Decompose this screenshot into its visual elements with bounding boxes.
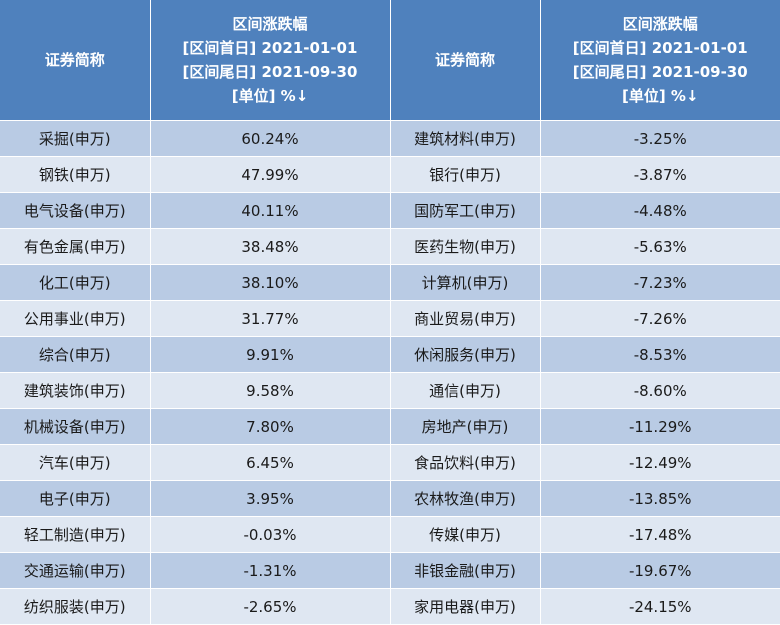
- right-name-cell: 家用电器(申万): [390, 588, 541, 624]
- right-value-cell: -4.48%: [540, 192, 780, 229]
- right-value-cell: -3.87%: [540, 156, 780, 193]
- left-value-cell: 38.48%: [150, 228, 391, 265]
- left-name-cell: 机械设备(申万): [0, 408, 151, 445]
- right-name-cell: 农林牧渔(申万): [390, 480, 541, 517]
- right-value-cell: -3.25%: [540, 120, 780, 157]
- left-name-cell: 电气设备(申万): [0, 192, 151, 229]
- left-value-cell: 40.11%: [150, 192, 391, 229]
- header-name-left: 证券简称: [0, 0, 151, 121]
- left-name-cell: 交通运输(申万): [0, 552, 151, 589]
- left-value-cell: 6.45%: [150, 444, 391, 481]
- header-unit: [单位] %↓: [621, 87, 699, 105]
- right-name-cell: 传媒(申万): [390, 516, 541, 553]
- header-unit: [单位] %↓: [231, 87, 309, 105]
- header-start-date: [区间首日] 2021-01-01: [182, 39, 358, 57]
- table-row: 公用事业(申万) 31.77% 商业贸易(申万) -7.26%: [0, 300, 780, 337]
- left-name-cell: 纺织服装(申万): [0, 588, 151, 624]
- table-row: 综合(申万) 9.91% 休闲服务(申万) -8.53%: [0, 336, 780, 373]
- right-value-cell: -17.48%: [540, 516, 780, 553]
- right-value-cell: -5.63%: [540, 228, 780, 265]
- table-row: 汽车(申万) 6.45% 食品饮料(申万) -12.49%: [0, 444, 780, 481]
- table-row: 采掘(申万) 60.24% 建筑材料(申万) -3.25%: [0, 120, 780, 157]
- right-value-cell: -8.60%: [540, 372, 780, 409]
- left-name-cell: 综合(申万): [0, 336, 151, 373]
- right-name-cell: 通信(申万): [390, 372, 541, 409]
- right-value-cell: -8.53%: [540, 336, 780, 373]
- right-name-cell: 食品饮料(申万): [390, 444, 541, 481]
- header-title: 区间涨跌幅: [232, 15, 308, 33]
- header-title: 区间涨跌幅: [622, 15, 698, 33]
- left-value-cell: -2.65%: [150, 588, 391, 624]
- right-value-cell: -12.49%: [540, 444, 780, 481]
- right-value-cell: -7.26%: [540, 300, 780, 337]
- right-name-cell: 计算机(申万): [390, 264, 541, 301]
- right-name-cell: 非银金融(申万): [390, 552, 541, 589]
- header-end-date: [区间尾日] 2021-09-30: [182, 63, 358, 81]
- left-name-cell: 汽车(申万): [0, 444, 151, 481]
- right-name-cell: 银行(申万): [390, 156, 541, 193]
- right-name-cell: 房地产(申万): [390, 408, 541, 445]
- left-name-cell: 有色金属(申万): [0, 228, 151, 265]
- left-value-cell: 9.58%: [150, 372, 391, 409]
- left-name-cell: 建筑装饰(申万): [0, 372, 151, 409]
- right-value-cell: -13.85%: [540, 480, 780, 517]
- left-value-cell: 60.24%: [150, 120, 391, 157]
- header-end-date: [区间尾日] 2021-09-30: [572, 63, 748, 81]
- table-row: 轻工制造(申万) -0.03% 传媒(申万) -17.48%: [0, 516, 780, 553]
- left-name-cell: 公用事业(申万): [0, 300, 151, 337]
- right-value-cell: -19.67%: [540, 552, 780, 589]
- header-change-right: 区间涨跌幅 [区间首日] 2021-01-01 [区间尾日] 2021-09-3…: [540, 0, 780, 121]
- left-name-cell: 轻工制造(申万): [0, 516, 151, 553]
- right-name-cell: 医药生物(申万): [390, 228, 541, 265]
- table-body: 采掘(申万) 60.24% 建筑材料(申万) -3.25% 钢铁(申万) 47.…: [0, 120, 780, 624]
- right-name-cell: 休闲服务(申万): [390, 336, 541, 373]
- table-row: 有色金属(申万) 38.48% 医药生物(申万) -5.63%: [0, 228, 780, 265]
- right-name-cell: 建筑材料(申万): [390, 120, 541, 157]
- left-name-cell: 采掘(申万): [0, 120, 151, 157]
- left-value-cell: -1.31%: [150, 552, 391, 589]
- left-value-cell: 3.95%: [150, 480, 391, 517]
- right-value-cell: -7.23%: [540, 264, 780, 301]
- left-value-cell: -0.03%: [150, 516, 391, 553]
- left-name-cell: 钢铁(申万): [0, 156, 151, 193]
- header-start-date: [区间首日] 2021-01-01: [572, 39, 748, 57]
- left-name-cell: 电子(申万): [0, 480, 151, 517]
- left-value-cell: 38.10%: [150, 264, 391, 301]
- table-row: 电气设备(申万) 40.11% 国防军工(申万) -4.48%: [0, 192, 780, 229]
- table-row: 机械设备(申万) 7.80% 房地产(申万) -11.29%: [0, 408, 780, 445]
- right-name-cell: 国防军工(申万): [390, 192, 541, 229]
- header-name-right: 证券简称: [390, 0, 541, 121]
- right-value-cell: -24.15%: [540, 588, 780, 624]
- table-row: 交通运输(申万) -1.31% 非银金融(申万) -19.67%: [0, 552, 780, 589]
- header-change-left: 区间涨跌幅 [区间首日] 2021-01-01 [区间尾日] 2021-09-3…: [150, 0, 391, 121]
- table-row: 纺织服装(申万) -2.65% 家用电器(申万) -24.15%: [0, 588, 780, 624]
- table-row: 化工(申万) 38.10% 计算机(申万) -7.23%: [0, 264, 780, 301]
- table-row: 电子(申万) 3.95% 农林牧渔(申万) -13.85%: [0, 480, 780, 517]
- left-value-cell: 7.80%: [150, 408, 391, 445]
- table-row: 建筑装饰(申万) 9.58% 通信(申万) -8.60%: [0, 372, 780, 409]
- table-row: 钢铁(申万) 47.99% 银行(申万) -3.87%: [0, 156, 780, 193]
- left-value-cell: 31.77%: [150, 300, 391, 337]
- right-name-cell: 商业贸易(申万): [390, 300, 541, 337]
- left-name-cell: 化工(申万): [0, 264, 151, 301]
- table-header: 证券简称 区间涨跌幅 [区间首日] 2021-01-01 [区间尾日] 2021…: [0, 0, 780, 121]
- right-value-cell: -11.29%: [540, 408, 780, 445]
- left-value-cell: 47.99%: [150, 156, 391, 193]
- header-row: 证券简称 区间涨跌幅 [区间首日] 2021-01-01 [区间尾日] 2021…: [0, 0, 780, 121]
- left-value-cell: 9.91%: [150, 336, 391, 373]
